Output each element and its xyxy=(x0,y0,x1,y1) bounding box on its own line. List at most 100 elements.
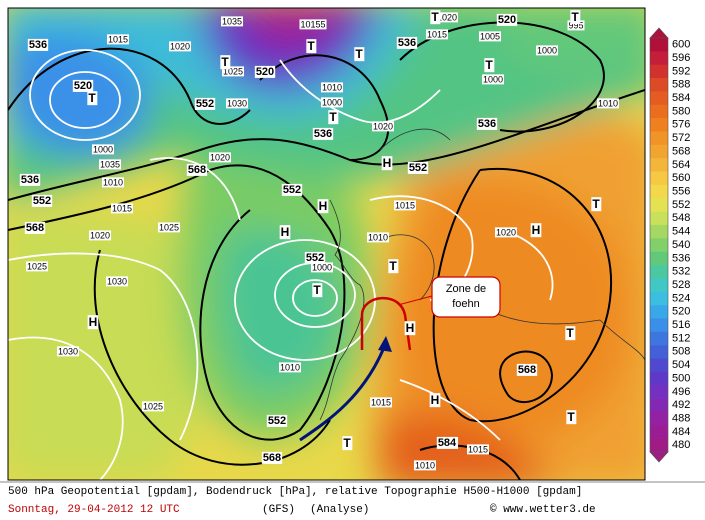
system-marker-bg xyxy=(566,410,577,425)
colorbar-label: 572 xyxy=(672,132,690,144)
pressure-label: 1000 xyxy=(537,45,557,55)
system-marker-bg xyxy=(220,55,231,70)
pressure-label-bg xyxy=(494,227,518,238)
pressure-label: 995 xyxy=(568,20,583,30)
geopotential-label: 520 xyxy=(256,66,274,78)
colorbar-cell xyxy=(650,78,668,92)
system-marker: T xyxy=(355,47,363,61)
pressure-label-bg xyxy=(310,262,334,273)
pressure-label-bg xyxy=(278,362,302,373)
pressure-label-bg xyxy=(596,98,620,109)
colorbar-cell xyxy=(650,385,668,399)
colorbar-frame xyxy=(649,37,669,453)
geopotential-label-bg xyxy=(496,13,518,26)
geopotential-label: 552 xyxy=(306,252,324,264)
geopotential-label-bg xyxy=(396,36,418,49)
pressure-label-bg xyxy=(435,12,459,23)
geopotential-label: 536 xyxy=(478,118,496,130)
pressure-label-bg xyxy=(106,34,130,45)
colorbar-cell xyxy=(650,265,668,279)
pressure-label-bg xyxy=(141,401,165,412)
system-marker: T xyxy=(313,283,321,297)
pressure-label-bg xyxy=(25,261,49,272)
pressure-label: 1000 xyxy=(483,74,503,84)
system-marker-bg xyxy=(404,321,416,336)
pressure-label: 1035 xyxy=(222,16,242,26)
geopotential-label: 568 xyxy=(518,364,536,376)
colorbar-label: 516 xyxy=(672,319,690,331)
pressure-label-bg xyxy=(157,222,181,233)
geopotential-label-bg xyxy=(516,363,538,376)
pressure-label-bg xyxy=(369,397,393,408)
geopotential-label: 568 xyxy=(188,164,206,176)
system-marker-bg xyxy=(317,199,329,214)
colorbar-label: 536 xyxy=(672,252,690,264)
pressure-label: 1035 xyxy=(100,159,120,169)
colorbar-label: 508 xyxy=(672,346,690,358)
system-marker-bg xyxy=(306,39,317,54)
geopotential-label: 552 xyxy=(33,195,51,207)
colorbar-label: 504 xyxy=(672,359,690,371)
footer-run: (Analyse) xyxy=(310,504,369,516)
system-marker: T xyxy=(389,259,397,273)
colorbar-cap xyxy=(649,451,669,463)
colorbar-cell xyxy=(650,131,668,146)
colorbar-label: 592 xyxy=(672,65,690,77)
pressure-label: 1015 xyxy=(427,29,447,39)
colorbar-cell xyxy=(650,198,668,212)
pressure-label-bg xyxy=(299,19,327,30)
pressure-label-bg xyxy=(320,82,344,93)
pressure-label: 1015 xyxy=(468,444,488,454)
footer-caption: 500 hPa Geopotential [gpdam], Bodendruck… xyxy=(8,486,582,498)
footer-model: (GFS) xyxy=(262,504,295,516)
colorbar-cell xyxy=(650,224,668,239)
geopotential-label: 520 xyxy=(498,14,516,26)
annotation-pointer xyxy=(397,295,433,306)
pressure-label-bg xyxy=(101,177,125,188)
geopotential-label-bg xyxy=(407,161,429,174)
system-marker-bg xyxy=(429,393,441,408)
pressure-label: 1010 xyxy=(415,460,435,470)
system-marker-bg xyxy=(530,223,542,238)
pressure-label-bg xyxy=(320,97,344,108)
colorbar-cell xyxy=(650,278,668,293)
colorbar-cell xyxy=(650,331,668,346)
geopotential-label: 536 xyxy=(398,37,416,49)
pressure-label: 1020 xyxy=(170,41,190,51)
system-marker: T xyxy=(88,91,96,105)
pressure-label: 1010 xyxy=(598,98,618,108)
pressure-label-bg xyxy=(56,346,80,357)
system-marker: T xyxy=(329,110,337,124)
geopotential-label: 536 xyxy=(314,128,332,140)
geopotential-label: 568 xyxy=(263,452,281,464)
pressure-label: 1020 xyxy=(210,152,230,162)
colorbar-label: 560 xyxy=(672,172,690,184)
pressure-label-bg xyxy=(110,203,134,214)
colorbar-cell xyxy=(650,158,668,172)
geopotential-label: 536 xyxy=(21,174,39,186)
system-marker-bg xyxy=(312,283,323,298)
colorbar-cap xyxy=(649,27,669,39)
system-marker-bg xyxy=(328,110,339,125)
geopotential-label-bg xyxy=(261,451,283,464)
colorbar-cell xyxy=(650,184,668,199)
system-marker: T xyxy=(592,197,600,211)
pressure-label: 1005 xyxy=(480,31,500,41)
geopotential-label: 552 xyxy=(196,98,214,110)
geopotential-label-bg xyxy=(27,38,49,51)
colorbar-cell xyxy=(650,398,668,413)
system-marker: H xyxy=(383,156,392,170)
colorbar-cell xyxy=(650,118,668,132)
geopotential-label-bg xyxy=(281,183,303,196)
annotation-box xyxy=(431,276,501,318)
footer-credit: © www.wetter3.de xyxy=(490,504,596,516)
system-marker-bg xyxy=(381,156,393,171)
system-marker: H xyxy=(406,321,415,335)
system-marker-bg xyxy=(87,91,98,106)
annotation-text: Zone de xyxy=(446,283,486,295)
system-marker: T xyxy=(221,55,229,69)
system-marker: H xyxy=(532,223,541,237)
colorbar-cell xyxy=(650,144,668,159)
system-marker-bg xyxy=(342,436,353,451)
